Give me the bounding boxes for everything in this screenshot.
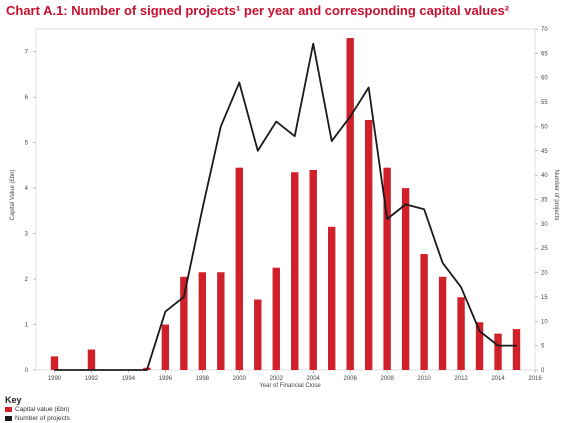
- x-tick-label: 1990: [48, 376, 62, 382]
- y-right-tick-label: 10: [541, 319, 548, 325]
- y-right-tick-label: 40: [541, 173, 548, 179]
- bar-capital-value: [180, 276, 188, 370]
- bar-capital-value: [254, 299, 262, 370]
- y-left-tick-label: 7: [25, 50, 29, 56]
- bar-capital-value: [438, 276, 447, 370]
- chart-canvas: 0123456705101520253035404550556065701990…: [10, 27, 559, 389]
- y-right-tick-label: 5: [541, 344, 545, 350]
- bar-capital-value: [512, 329, 521, 370]
- legend-swatch-bar: [5, 407, 12, 412]
- x-tick-label: 2004: [307, 376, 321, 382]
- bar-capital-value: [494, 333, 502, 370]
- legend-item-number-of-projects: Number of projects: [5, 415, 70, 422]
- bar-capital-value: [161, 324, 170, 370]
- y-right-tick-label: 70: [541, 27, 548, 33]
- y-right-tick-label: 55: [541, 100, 548, 106]
- bar-capital-value: [217, 272, 225, 370]
- bar-capital-value: [87, 349, 96, 370]
- y-left-tick-label: 0: [25, 368, 29, 374]
- y-right-tick-label: 30: [541, 222, 548, 228]
- x-tick-label: 1994: [122, 376, 136, 382]
- x-tick-label: 2014: [491, 376, 505, 382]
- y-right-tick-label: 60: [541, 76, 548, 82]
- bar-capital-value: [383, 167, 391, 370]
- x-axis-label: Year of Financial Close: [259, 383, 321, 389]
- bar-capital-value: [328, 226, 336, 370]
- y-left-tick-label: 1: [25, 323, 29, 329]
- x-tick-label: 2006: [344, 376, 358, 382]
- y-right-tick-label: 20: [541, 271, 548, 277]
- y-right-tick-label: 15: [541, 295, 548, 301]
- x-tick-label: 2002: [270, 376, 284, 382]
- legend-swatch-line: [5, 416, 12, 421]
- y-left-tick-label: 5: [25, 141, 29, 147]
- bar-capital-value: [457, 297, 465, 370]
- x-tick-label: 2010: [417, 376, 431, 382]
- legend-item-capital-value: Capital value (£bn): [5, 406, 70, 413]
- x-tick-label: 2016: [528, 376, 542, 382]
- bar-capital-value: [401, 188, 410, 370]
- y-right-tick-label: 65: [541, 51, 548, 57]
- x-tick-label: 2000: [233, 376, 247, 382]
- y-left-tick-label: 6: [25, 95, 29, 101]
- legend-label: Number of projects: [15, 415, 70, 422]
- y-left-tick-label: 2: [25, 277, 29, 283]
- bar-capital-value: [272, 267, 280, 370]
- line-number-of-projects: [54, 42, 517, 371]
- bar-capital-value: [346, 38, 354, 371]
- x-tick-label: 1996: [159, 376, 173, 382]
- y-right-tick-label: 25: [541, 246, 548, 252]
- y-right-tick-label: 35: [541, 198, 548, 204]
- y-right-tick-label: 50: [541, 124, 548, 130]
- bar-capital-value: [309, 169, 317, 370]
- x-tick-label: 1992: [85, 376, 99, 382]
- legend-label: Capital value (£bn): [15, 406, 70, 413]
- plot-area: 0123456705101520253035404550556065701990…: [25, 27, 549, 382]
- bar-capital-value: [364, 119, 373, 370]
- legend-title: Key: [5, 395, 22, 405]
- x-tick-label: 1998: [196, 376, 210, 382]
- bar-capital-value: [475, 322, 484, 370]
- bar-capital-value: [291, 172, 299, 370]
- x-tick-label: 2008: [380, 376, 394, 382]
- y-left-tick-label: 4: [25, 186, 29, 192]
- y-axis-right-label: Number of projects: [553, 170, 559, 221]
- bar-capital-value: [50, 356, 59, 370]
- bar-capital-value: [420, 254, 428, 370]
- y-right-tick-label: 0: [541, 368, 545, 374]
- bar-capital-value: [235, 167, 243, 370]
- y-right-tick-label: 45: [541, 149, 548, 155]
- chart-title: Chart A.1: Number of signed projects¹ pe…: [6, 3, 510, 18]
- x-tick-label: 2012: [454, 376, 468, 382]
- y-axis-left-label: Capital Value (£bn): [10, 170, 16, 221]
- y-left-tick-label: 3: [25, 232, 29, 238]
- bar-capital-value: [198, 272, 207, 370]
